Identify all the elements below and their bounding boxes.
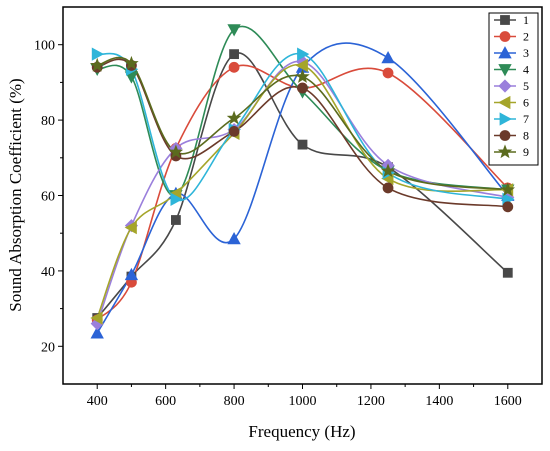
- series-1-point: [229, 49, 239, 60]
- legend-label-1: 1: [523, 13, 529, 27]
- legend-box: [488, 12, 539, 166]
- legend-marker-4: [498, 64, 512, 77]
- series-2-point: [382, 67, 394, 79]
- legend-marker-6: [498, 95, 511, 110]
- legend: 1 2 3 4 5 6 7 8 9: [488, 12, 539, 166]
- legend-label-4: 4: [523, 63, 529, 77]
- x-tick-label: 1600: [494, 394, 522, 409]
- series-9-point: [380, 163, 396, 178]
- x-tick-label: 800: [224, 394, 245, 409]
- series-6-point: [90, 311, 103, 325]
- series-6-point: [295, 58, 308, 73]
- series-1-point: [297, 139, 308, 150]
- series-3-point: [90, 326, 104, 339]
- series-9-point: [89, 57, 105, 72]
- series-8-point: [502, 201, 514, 213]
- x-tick-label: 400: [87, 394, 108, 409]
- series-7-point: [91, 47, 105, 61]
- series-6-line: [96, 64, 508, 319]
- series-3-point: [227, 232, 241, 245]
- series-9-point: [500, 182, 516, 197]
- x-tick-label: 1000: [289, 394, 317, 409]
- legend-label-2: 2: [523, 30, 529, 44]
- legend-marker-8: [499, 130, 511, 141]
- series-4-point: [227, 24, 241, 37]
- ticks-layer: 400 600 800 1000 1200 1400 1600 20 40 60 80 100: [34, 39, 522, 409]
- series-3-line: [96, 42, 509, 334]
- x-tick-label: 1400: [425, 394, 453, 409]
- series-1-point: [502, 267, 513, 278]
- legend-marker-5: [498, 79, 512, 93]
- series-9-point: [168, 144, 184, 159]
- legend-label-8: 8: [523, 129, 529, 143]
- legend-label-5: 5: [523, 79, 529, 93]
- series-9-point: [226, 110, 242, 125]
- series-9-point: [295, 69, 310, 83]
- x-tick-label: 1200: [357, 394, 385, 409]
- series-3-point: [124, 267, 139, 281]
- y-tick-label: 60: [41, 190, 55, 205]
- markers-layer: [89, 24, 516, 339]
- y-tick-label: 80: [41, 114, 55, 129]
- legend-marker-2: [499, 31, 511, 42]
- legend-label-6: 6: [523, 96, 529, 110]
- y-tick-label: 40: [41, 265, 55, 280]
- legend-label-7: 7: [523, 112, 529, 126]
- series-6-point: [124, 220, 137, 235]
- series-9-line: [96, 56, 508, 191]
- series-1-point: [171, 215, 181, 225]
- series-8-point: [228, 126, 240, 137]
- x-axis-title: Frequency (Hz): [248, 422, 355, 441]
- x-tick-label: 600: [155, 394, 176, 409]
- legend-marker-1: [500, 15, 510, 25]
- series-8-point: [382, 182, 394, 194]
- series-8-point: [297, 82, 308, 94]
- series-7-point: [170, 192, 183, 206]
- y-tick-label: 20: [41, 340, 55, 355]
- legend-label-9: 9: [523, 145, 529, 159]
- series-1-line: [96, 52, 509, 319]
- legend-marker-3: [498, 46, 512, 59]
- series-3-point: [381, 51, 395, 64]
- series-9-point: [124, 55, 139, 70]
- y-axis-title: Sound Absorption Coefficient (%): [6, 78, 25, 311]
- legend-label-3: 3: [523, 46, 529, 60]
- y-tick-label: 100: [34, 39, 55, 54]
- legend-marker-7: [499, 112, 512, 126]
- series-2-point: [228, 61, 240, 73]
- legend-marker-9: [497, 144, 513, 159]
- series-7-point: [297, 47, 310, 61]
